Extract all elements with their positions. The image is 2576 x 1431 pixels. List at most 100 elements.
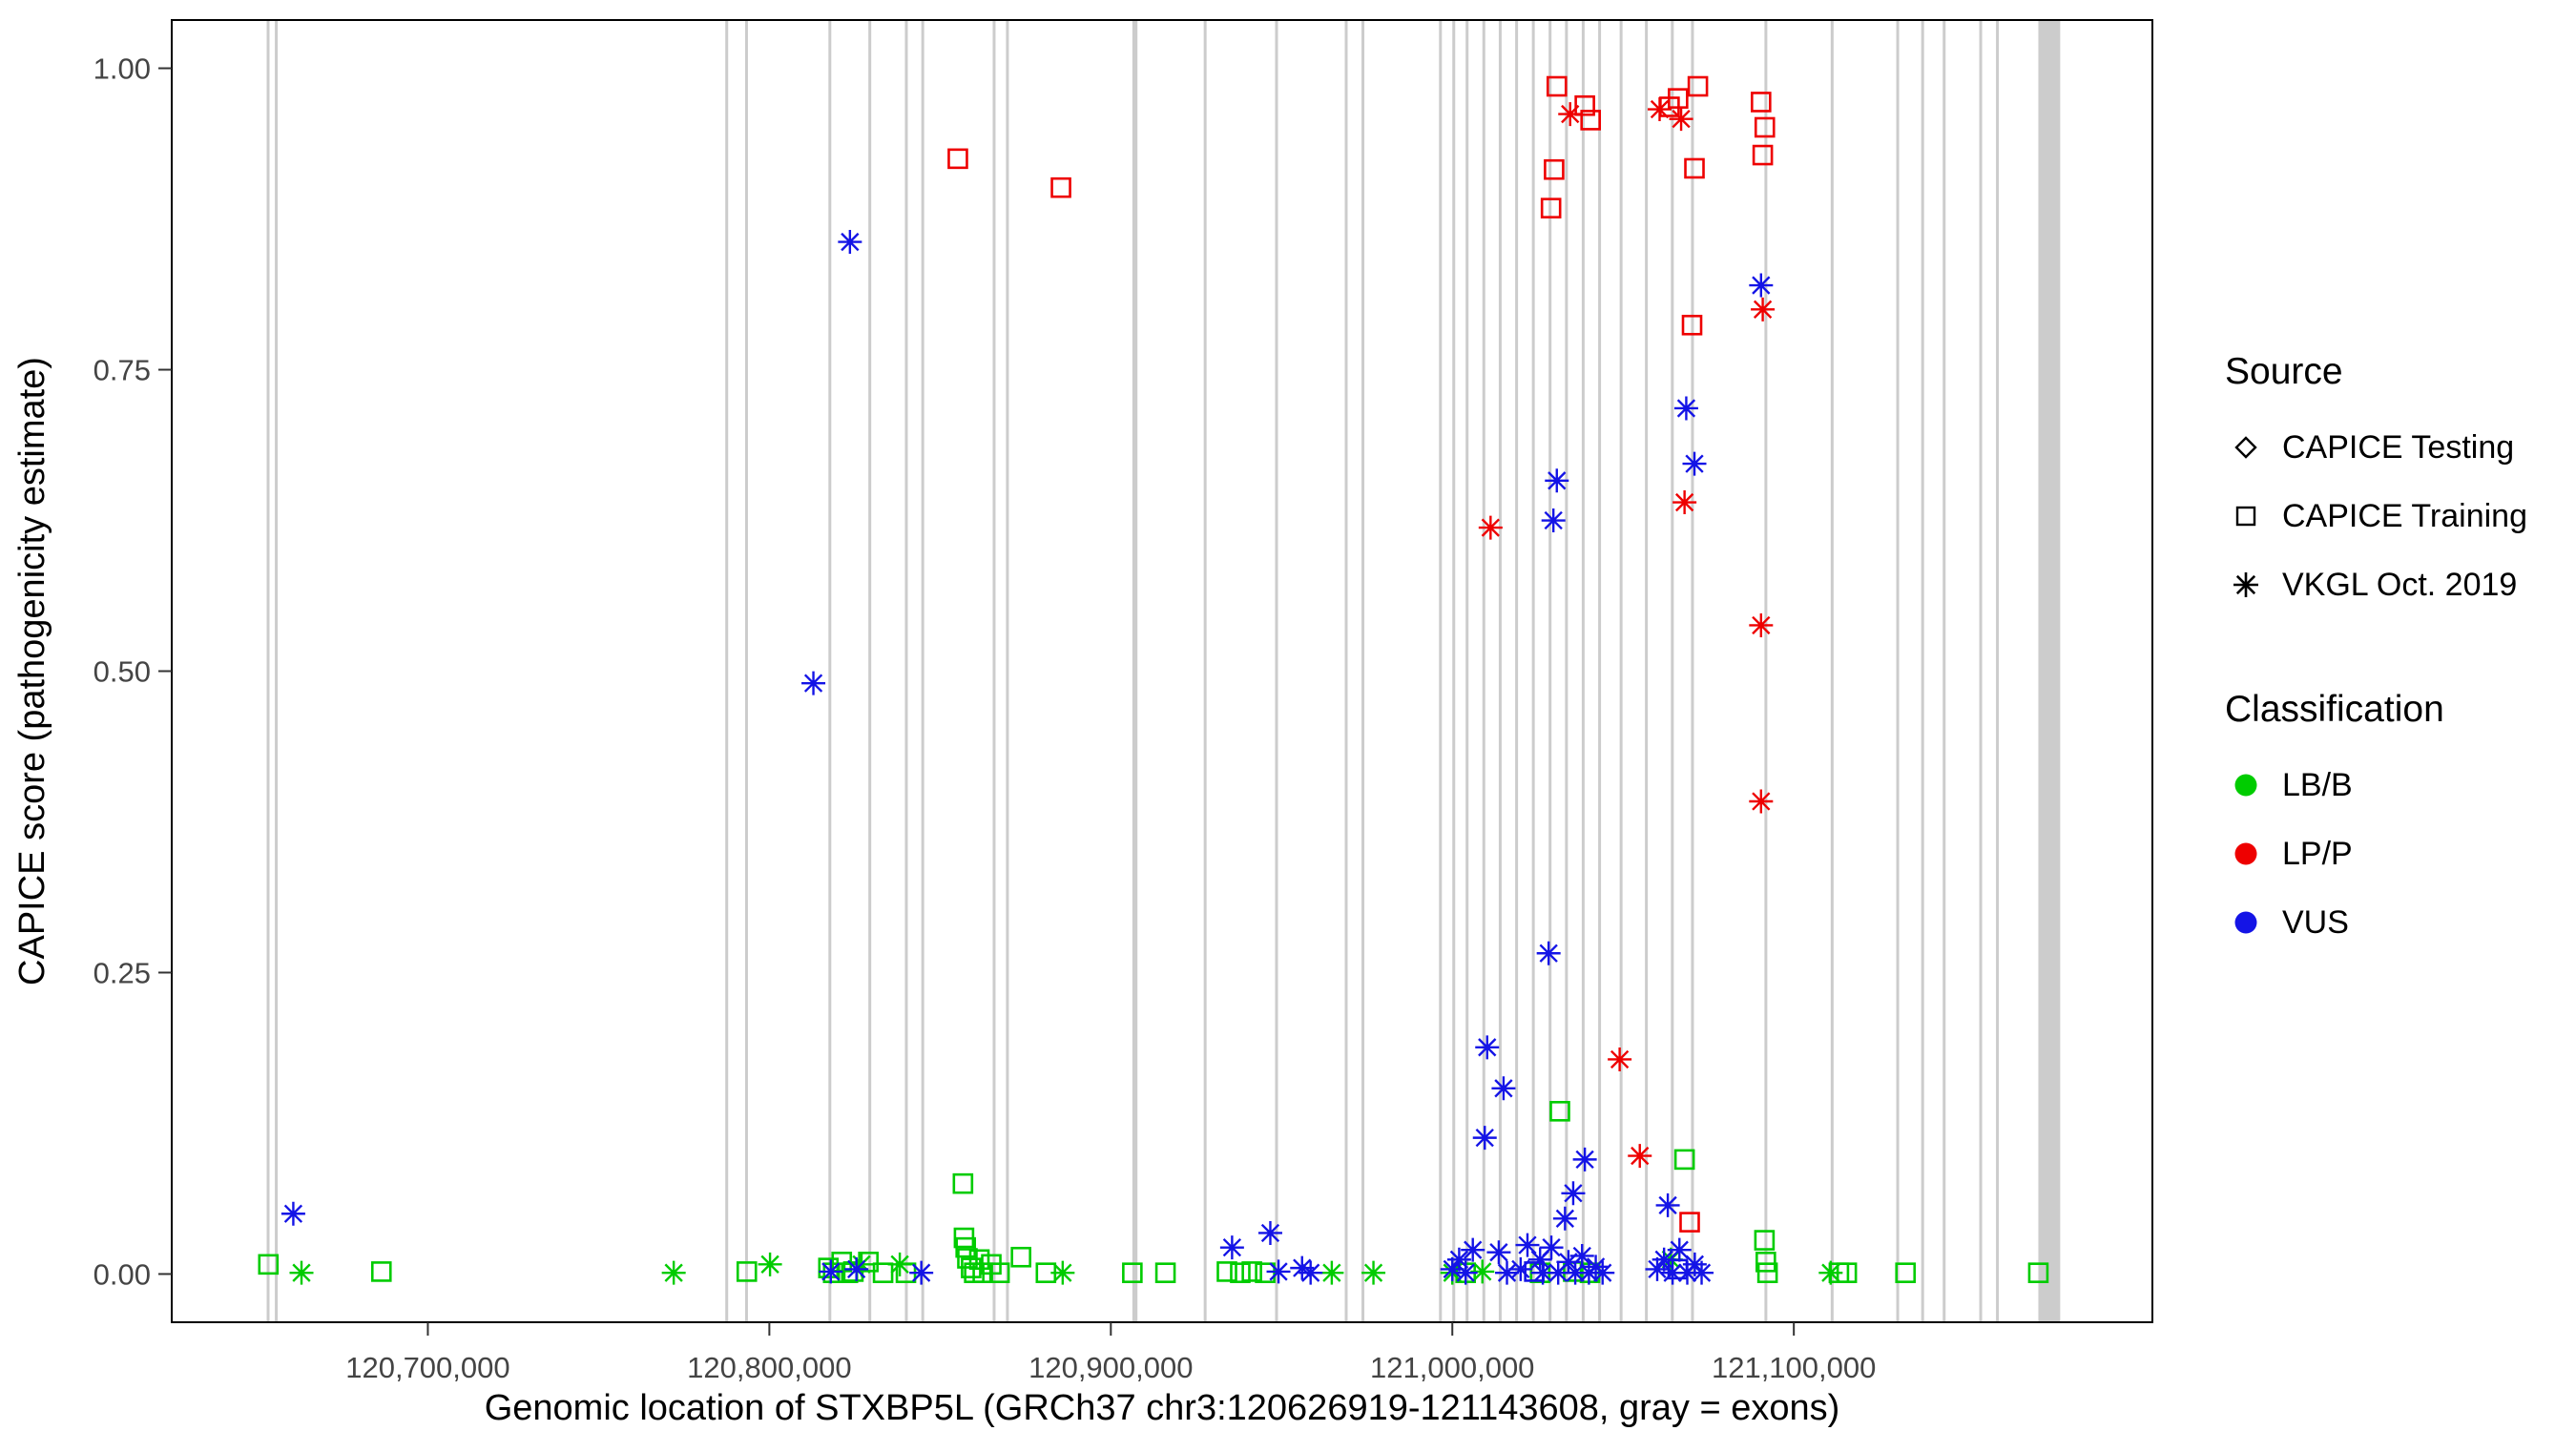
data-point xyxy=(955,1236,976,1258)
exon-band xyxy=(1830,21,1834,1321)
data-point xyxy=(1290,1255,1315,1280)
legend-group-classification: Classification LB/B LP/P VUS xyxy=(2225,689,2568,944)
exon-band xyxy=(1465,21,1469,1321)
data-point xyxy=(1508,1256,1533,1281)
data-point xyxy=(1541,508,1566,533)
data-point xyxy=(1563,1260,1588,1285)
y-tick-label: 1.00 xyxy=(93,52,151,86)
data-point xyxy=(1749,273,1774,298)
exon-band xyxy=(1548,21,1552,1321)
data-point xyxy=(1660,1260,1685,1285)
exon-band xyxy=(1344,21,1348,1321)
data-point xyxy=(1546,75,1568,97)
data-point xyxy=(280,1201,305,1226)
legend-label: VKGL Oct. 2019 xyxy=(2282,566,2518,603)
data-point xyxy=(1241,1261,1262,1282)
exon-band xyxy=(725,21,729,1321)
data-point xyxy=(1556,1250,1581,1275)
exon-band xyxy=(1275,21,1278,1321)
legend: Source CAPICE Testing CAPICE Training VK… xyxy=(2225,351,2568,969)
exon-band xyxy=(1645,21,1649,1321)
exon-band xyxy=(1921,21,1924,1321)
data-point xyxy=(838,230,862,255)
square-icon xyxy=(2235,506,2256,527)
exon-band xyxy=(2038,21,2061,1321)
legend-label: CAPICE Training xyxy=(2282,497,2527,534)
data-point xyxy=(1122,1262,1143,1283)
exon-band xyxy=(1482,21,1485,1321)
data-point xyxy=(1751,297,1776,321)
blue-dot-icon xyxy=(2234,911,2257,934)
data-point xyxy=(1478,515,1503,540)
panel-border xyxy=(171,19,2153,1323)
data-point xyxy=(1558,102,1583,127)
data-point xyxy=(947,148,968,170)
data-point xyxy=(1470,1259,1495,1284)
x-tick-label: 120,800,000 xyxy=(687,1351,851,1384)
exon-band xyxy=(1581,21,1585,1321)
data-point xyxy=(1257,1220,1282,1245)
data-point xyxy=(1836,1262,1858,1283)
data-point xyxy=(1682,451,1707,476)
data-point xyxy=(1628,1144,1652,1169)
legend-item-capice-training: CAPICE Training xyxy=(2225,494,2568,538)
legend-group-source: Source CAPICE Testing CAPICE Training VK… xyxy=(2225,351,2568,607)
data-point xyxy=(1645,1256,1670,1281)
data-point xyxy=(1461,1237,1485,1262)
data-point xyxy=(1669,107,1693,132)
data-point xyxy=(1545,468,1569,493)
data-point xyxy=(1472,1126,1497,1151)
data-point xyxy=(1219,1235,1244,1260)
data-point xyxy=(1552,1206,1577,1231)
data-point xyxy=(1673,1149,1695,1171)
legend-label: VUS xyxy=(2282,903,2349,941)
x-tick-label: 120,900,000 xyxy=(1028,1351,1193,1384)
diamond-icon xyxy=(2234,436,2257,459)
data-point xyxy=(1515,1233,1540,1257)
exon-band xyxy=(1203,21,1207,1321)
data-point xyxy=(1648,97,1672,122)
data-point xyxy=(844,1256,869,1281)
exon-band xyxy=(828,21,832,1321)
data-point xyxy=(1751,92,1772,113)
exon-band xyxy=(275,21,279,1321)
data-point xyxy=(289,1260,314,1285)
data-point xyxy=(1667,1237,1692,1262)
data-point xyxy=(1667,1258,1689,1280)
data-point xyxy=(1230,1262,1251,1283)
x-axis-label: Genomic location of STXBP5L (GRCh37 chr3… xyxy=(485,1388,1840,1428)
data-point xyxy=(1050,1260,1075,1285)
data-point xyxy=(1546,1260,1570,1285)
data-point xyxy=(1672,490,1697,515)
exon-band xyxy=(1515,21,1519,1321)
data-point xyxy=(1687,75,1709,97)
data-point xyxy=(2027,1262,2049,1283)
data-point xyxy=(1895,1262,1917,1283)
legend-label: CAPICE Testing xyxy=(2282,428,2515,466)
data-point xyxy=(1668,88,1689,109)
data-point xyxy=(1266,1259,1291,1284)
exon-band xyxy=(1452,21,1456,1321)
data-point xyxy=(1690,1260,1714,1285)
data-point xyxy=(1527,1247,1552,1272)
data-point xyxy=(1486,1240,1511,1265)
data-point xyxy=(1608,1047,1632,1071)
legend-title-classification: Classification xyxy=(2225,689,2444,730)
legend-label: LB/B xyxy=(2282,766,2353,803)
data-point xyxy=(1749,612,1774,637)
data-point xyxy=(1216,1261,1237,1282)
data-point xyxy=(1655,1192,1680,1217)
data-point xyxy=(1756,1262,1778,1283)
data-point xyxy=(1754,1230,1776,1251)
data-point xyxy=(1590,1260,1615,1285)
data-point xyxy=(1540,197,1562,218)
y-tick-label: 0.00 xyxy=(93,1257,151,1291)
exon-band xyxy=(868,21,872,1321)
exon-band xyxy=(921,21,924,1321)
x-tick-label: 121,100,000 xyxy=(1712,1351,1876,1384)
data-point xyxy=(1154,1262,1176,1283)
exon-band xyxy=(1896,21,1900,1321)
data-point xyxy=(988,1262,1010,1283)
data-point xyxy=(909,1260,934,1285)
